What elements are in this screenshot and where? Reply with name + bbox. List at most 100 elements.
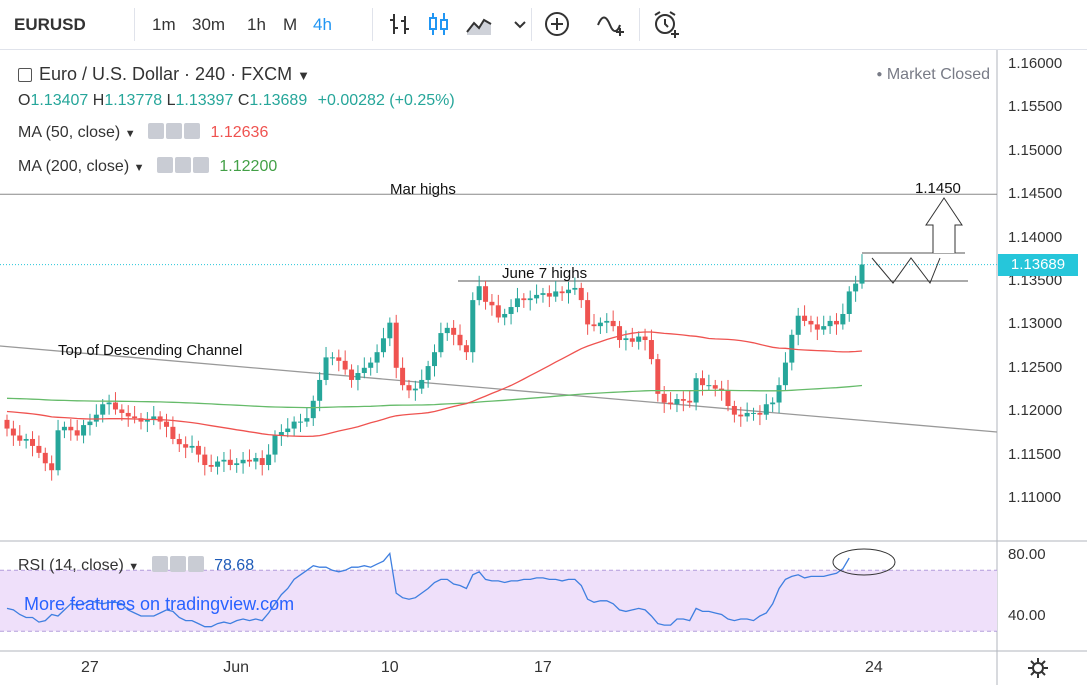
candle-body [157, 416, 163, 422]
candle-body [489, 301, 495, 306]
candle-body [342, 360, 348, 370]
candle-body [112, 402, 118, 410]
low-value: 1.13397 [175, 92, 234, 109]
gear-icon[interactable] [174, 157, 191, 173]
status-dot-icon: ● [876, 69, 883, 80]
candle-body [380, 338, 386, 353]
close-icon[interactable] [192, 157, 209, 173]
candle-body [821, 326, 827, 330]
candle-body [246, 459, 252, 462]
candle-body [23, 438, 29, 441]
candle-body [802, 315, 808, 321]
candle-body [814, 324, 820, 330]
interval-30m[interactable]: 30m [192, 15, 226, 34]
bar-style-icon[interactable] [385, 9, 415, 39]
compare-icon[interactable] [596, 9, 626, 39]
candle-body [361, 367, 367, 374]
candle-body [100, 404, 106, 415]
candle-body [642, 336, 648, 341]
candle-body [291, 421, 297, 429]
area-style-icon[interactable] [464, 9, 494, 39]
candle-body [534, 294, 540, 299]
candle-body [432, 352, 437, 367]
eye-icon[interactable] [156, 157, 173, 173]
candle-body [227, 459, 233, 466]
candle-body [298, 421, 304, 423]
candle-body [712, 385, 718, 389]
candle-body [833, 320, 839, 325]
candle-body [744, 412, 750, 417]
open-value: 1.13407 [30, 92, 89, 109]
candle-body [329, 357, 335, 359]
candle-body [591, 324, 597, 327]
candle-body [176, 438, 182, 445]
candle-body [648, 340, 654, 360]
chart-canvas[interactable] [0, 50, 1087, 685]
projection-zigzag [871, 257, 941, 285]
candle-body [119, 409, 125, 413]
symbol-search[interactable]: EURUSD [14, 15, 86, 34]
descending-channel-line [0, 345, 998, 433]
gear-icon[interactable] [169, 556, 186, 572]
candle-body [629, 338, 635, 342]
ma200-label: MA (200, close) [18, 158, 130, 175]
candle-body [355, 373, 361, 380]
candle-body [368, 362, 374, 368]
candle-body [751, 412, 757, 414]
chevron-down-icon[interactable]: ▼ [133, 162, 145, 174]
candle-body [521, 298, 527, 301]
candle-body [240, 459, 246, 464]
rsi-highlight-ellipse [832, 548, 896, 576]
alert-icon[interactable] [651, 9, 681, 39]
chevron-down-icon[interactable] [505, 9, 535, 39]
candle-body [706, 385, 712, 387]
interval-month[interactable]: M [283, 15, 298, 34]
add-indicator-icon[interactable] [542, 9, 572, 39]
candle-body [597, 322, 603, 327]
candle-body [502, 313, 508, 318]
candle-body [419, 379, 425, 389]
chevron-down-icon[interactable]: ▼ [297, 68, 310, 83]
june7-highs-label: June 7 highs [502, 265, 588, 282]
price-tick-label: 1.14500 [1008, 185, 1063, 203]
candle-body [4, 419, 10, 429]
candle-body [125, 412, 131, 417]
close-icon[interactable] [184, 123, 201, 139]
candle-body [259, 458, 265, 466]
gear-icon[interactable] [1026, 656, 1050, 680]
candle-body [285, 428, 291, 433]
candle-body [617, 326, 623, 341]
candle-style-icon[interactable] [424, 9, 454, 39]
close-key: C [237, 92, 250, 109]
watermark-link[interactable]: More features on tradingview.com [24, 594, 295, 614]
price-tick-label: 1.12000 [1008, 402, 1063, 420]
interval-1m[interactable]: 1m [152, 15, 176, 34]
eye-icon[interactable] [148, 123, 165, 139]
candle-body [565, 289, 571, 294]
candle-body [738, 414, 744, 417]
ma50-legend: MA (50, close) ▼ 1.12636 [18, 123, 268, 142]
candle-body [336, 357, 342, 361]
chevron-down-icon[interactable]: ▼ [128, 561, 140, 573]
chevron-down-icon[interactable]: ▼ [124, 128, 136, 140]
eye-icon[interactable] [151, 556, 168, 572]
ma200-value: 1.12200 [219, 158, 278, 175]
rsi-label: RSI (14, close) [18, 557, 124, 574]
candle-body [859, 264, 865, 284]
candle-body [661, 393, 667, 403]
interval-4h[interactable]: 4h [313, 15, 332, 34]
close-icon[interactable] [187, 556, 204, 572]
candle-body [42, 452, 48, 464]
candle-body [278, 432, 284, 436]
price-tick-label: 1.13500 [1008, 272, 1063, 289]
gear-icon[interactable] [166, 123, 183, 139]
candle-body [144, 419, 150, 422]
collapse-icon[interactable] [18, 68, 32, 82]
interval-1h[interactable]: 1h [247, 15, 266, 34]
candle-body [266, 454, 272, 466]
candle-body [699, 378, 705, 386]
toolbar-divider [372, 8, 373, 41]
market-status: ● Market Closed [876, 66, 990, 84]
change-value: +0.00282 (+0.25%) [317, 92, 455, 109]
candle-body [470, 300, 476, 353]
